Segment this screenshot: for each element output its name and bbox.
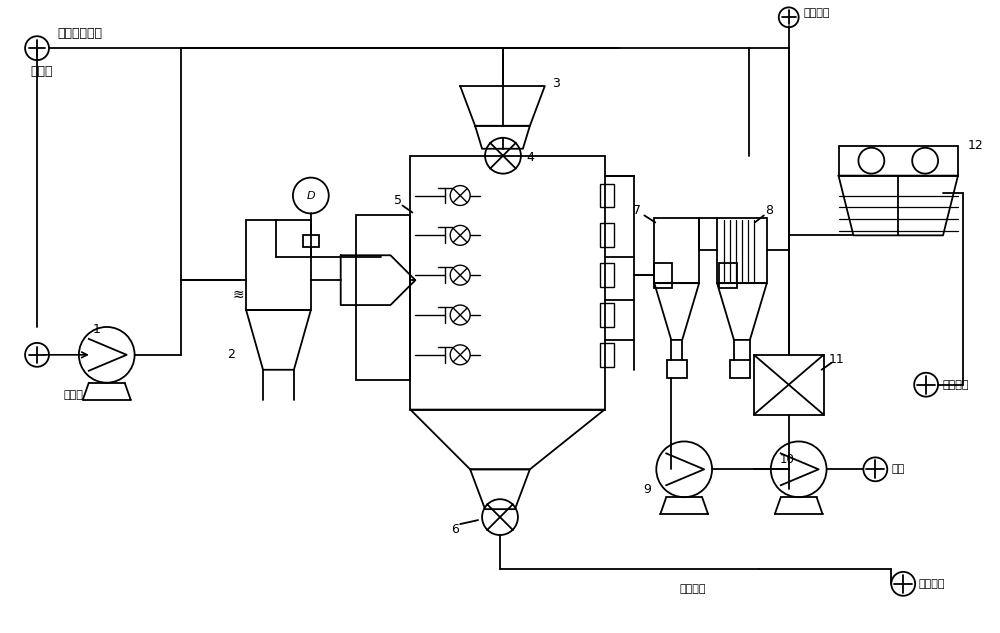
- Bar: [654, 218, 699, 283]
- Text: D: D: [307, 191, 315, 201]
- Text: 4: 4: [526, 151, 534, 164]
- Bar: [730, 360, 750, 378]
- Text: 凝液收集: 凝液收集: [942, 380, 969, 390]
- Text: 2: 2: [227, 348, 235, 361]
- Text: 7: 7: [633, 204, 641, 217]
- Text: 11: 11: [829, 353, 844, 367]
- Bar: [600, 303, 614, 327]
- Bar: [303, 235, 319, 248]
- Text: 6: 6: [451, 523, 459, 536]
- Text: 5: 5: [394, 194, 402, 207]
- Text: 1: 1: [93, 323, 101, 337]
- Text: 12: 12: [968, 139, 984, 153]
- Text: 10: 10: [779, 453, 794, 466]
- Bar: [754, 355, 824, 415]
- Text: 兰炭产品: 兰炭产品: [918, 579, 945, 589]
- Bar: [600, 223, 614, 248]
- Text: 来自焖焦工段: 来自焖焦工段: [57, 27, 102, 40]
- Bar: [667, 360, 687, 378]
- Bar: [719, 263, 737, 288]
- Bar: [246, 220, 311, 310]
- Text: 8: 8: [765, 204, 773, 217]
- Text: 3: 3: [552, 77, 560, 89]
- Bar: [600, 343, 614, 367]
- Text: 空气: 空气: [891, 465, 905, 474]
- Bar: [600, 263, 614, 287]
- Bar: [654, 263, 672, 288]
- Bar: [410, 156, 605, 410]
- Text: 湿兰炭: 湿兰炭: [30, 65, 53, 78]
- Text: ≋: ≋: [232, 288, 244, 302]
- Text: 去兰炭仓: 去兰炭仓: [679, 584, 706, 594]
- Bar: [600, 184, 614, 208]
- Text: 不凝排空: 不凝排空: [804, 8, 830, 18]
- Bar: [717, 218, 767, 283]
- Bar: [356, 215, 410, 380]
- Text: 荒煤气: 荒煤气: [64, 390, 84, 399]
- Bar: [839, 146, 958, 175]
- Text: 9: 9: [643, 483, 651, 496]
